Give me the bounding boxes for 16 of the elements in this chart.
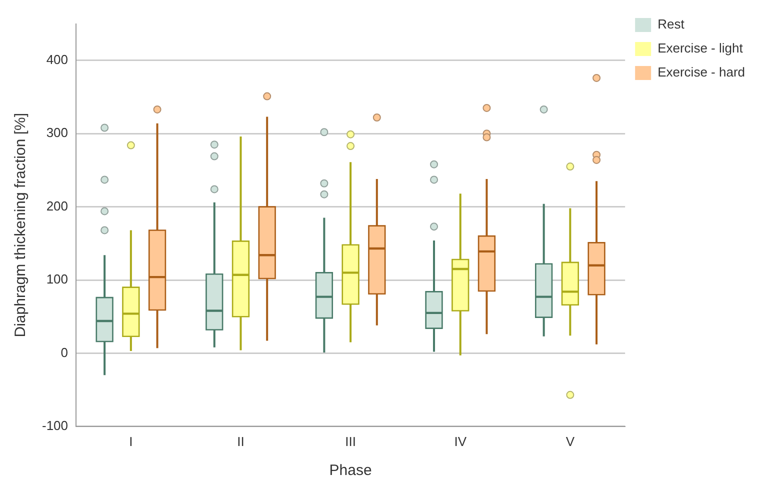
legend-label: Exercise - light bbox=[658, 40, 744, 56]
y-tick-label: 100 bbox=[46, 272, 68, 287]
legend-label: Rest bbox=[658, 16, 685, 32]
x-tick-label: II bbox=[237, 434, 244, 449]
y-axis-title: Diaphragm thickening fraction [%] bbox=[12, 112, 30, 338]
y-tick-label: 400 bbox=[46, 52, 68, 67]
x-tick-label: III bbox=[345, 434, 356, 449]
x-axis-title: Phase bbox=[329, 462, 372, 480]
y-tick-label: -100 bbox=[42, 418, 68, 433]
y-tick-label: 0 bbox=[60, 344, 68, 360]
legend-label: Exercise - hard bbox=[658, 64, 745, 80]
x-tick-label: IV bbox=[454, 434, 467, 449]
y-tick-label: 200 bbox=[46, 198, 68, 214]
x-tick-label: V bbox=[566, 434, 575, 449]
x-tick-label: I bbox=[129, 434, 133, 449]
y-tick-label: 300 bbox=[46, 125, 68, 140]
